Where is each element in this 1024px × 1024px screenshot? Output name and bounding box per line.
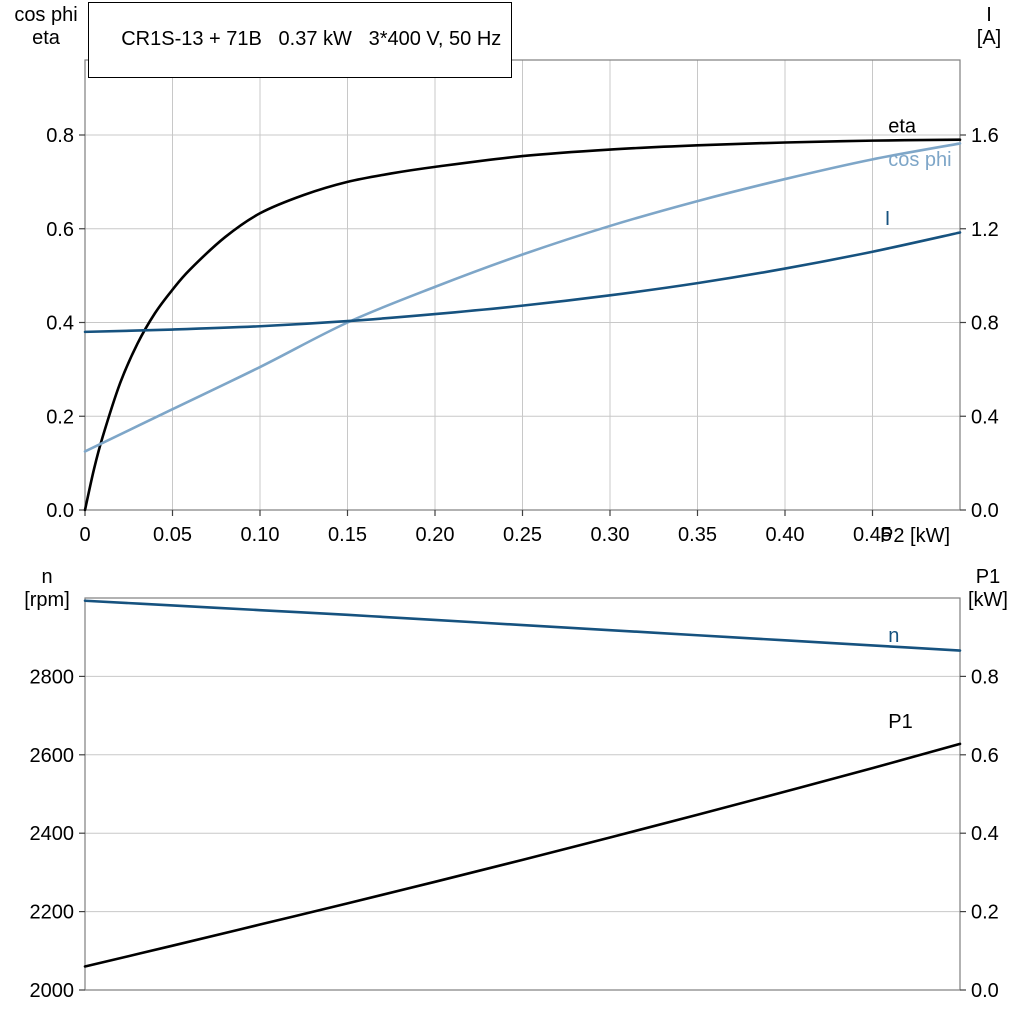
right-tick-label: 0.4 (971, 823, 999, 845)
x-tick-label: 0.35 (678, 524, 717, 546)
right-tick-label: 0.2 (971, 902, 999, 924)
plot-border (84, 597, 961, 991)
left-tick-label: 0.0 (46, 500, 74, 522)
x-tick-label: 0.15 (328, 524, 367, 546)
x-tick-label: 0.40 (766, 524, 805, 546)
x-tick-label: 0.05 (153, 524, 192, 546)
right-tick-label: 0.0 (971, 500, 999, 522)
I-curve-label: I (885, 208, 891, 230)
speed-axis-title-line2: [rpm] (24, 589, 70, 611)
eta-curve (83, 138, 962, 512)
x-tick-label: 0.20 (416, 524, 455, 546)
left-tick-label: 2200 (30, 902, 75, 924)
left-tick-label: 2400 (30, 823, 75, 845)
x-axis-title: P2 [kW] (880, 525, 951, 547)
P1-curve-label: P1 (888, 711, 912, 733)
chart-title-box: CR1S-13 + 71B 0.37 kW 3*400 V, 50 Hz (88, 2, 513, 78)
I-curve (83, 231, 962, 334)
right-tick-label: 1.6 (971, 125, 999, 147)
left-tick-label: 2800 (30, 666, 75, 688)
left-tick-label: 0.4 (46, 313, 74, 335)
left-tick-label: 0.8 (46, 125, 74, 147)
right-tick-label: 0.0 (971, 980, 999, 1002)
left-tick-label: 0.2 (46, 406, 74, 428)
bottom-left-axis-title: n [rpm] (4, 566, 90, 612)
right-tick-label: 0.6 (971, 745, 999, 767)
x-tick-label: 0 (79, 524, 90, 546)
cos-phi-curve-label: cos phi (888, 149, 951, 171)
left-tick-label: 2600 (30, 745, 75, 767)
x-tick-label: 0.25 (503, 524, 542, 546)
bottom-right-axis-title: P1 [kW] (954, 566, 1022, 612)
right-tick-label: 0.8 (971, 313, 999, 335)
x-tick-label: 0.10 (241, 524, 280, 546)
right-tick-label: 0.4 (971, 406, 999, 428)
right-axis-title-line2: [A] (976, 27, 1002, 49)
top-right-axis-title: I [A] (956, 4, 1022, 50)
P1-curve (83, 742, 962, 968)
power-axis-title-line1: P1 (975, 566, 1001, 588)
right-axis-title-line1: I (986, 4, 992, 26)
top-left-axis-title: cos phi eta (4, 4, 88, 50)
chart-title: CR1S-13 + 71B 0.37 kW 3*400 V, 50 Hz (121, 28, 502, 50)
x-tick-label: 0.30 (591, 524, 630, 546)
n-curve (83, 599, 962, 652)
speed-axis-title-line1: n (41, 566, 53, 588)
x-tick-label: 0.45 (853, 524, 892, 546)
right-tick-label: 0.8 (971, 666, 999, 688)
n-curve-label: n (888, 625, 899, 647)
left-tick-label: 0.6 (46, 219, 74, 241)
cos-phi-curve (83, 142, 962, 453)
eta-curve-label: eta (888, 116, 917, 138)
left-tick-label: 2000 (30, 980, 75, 1002)
power-axis-title-line2: [kW] (968, 589, 1008, 611)
left-axis-title-line1: cos phi (14, 4, 78, 26)
right-tick-label: 1.2 (971, 219, 999, 241)
left-axis-title-line2: eta (32, 27, 60, 49)
